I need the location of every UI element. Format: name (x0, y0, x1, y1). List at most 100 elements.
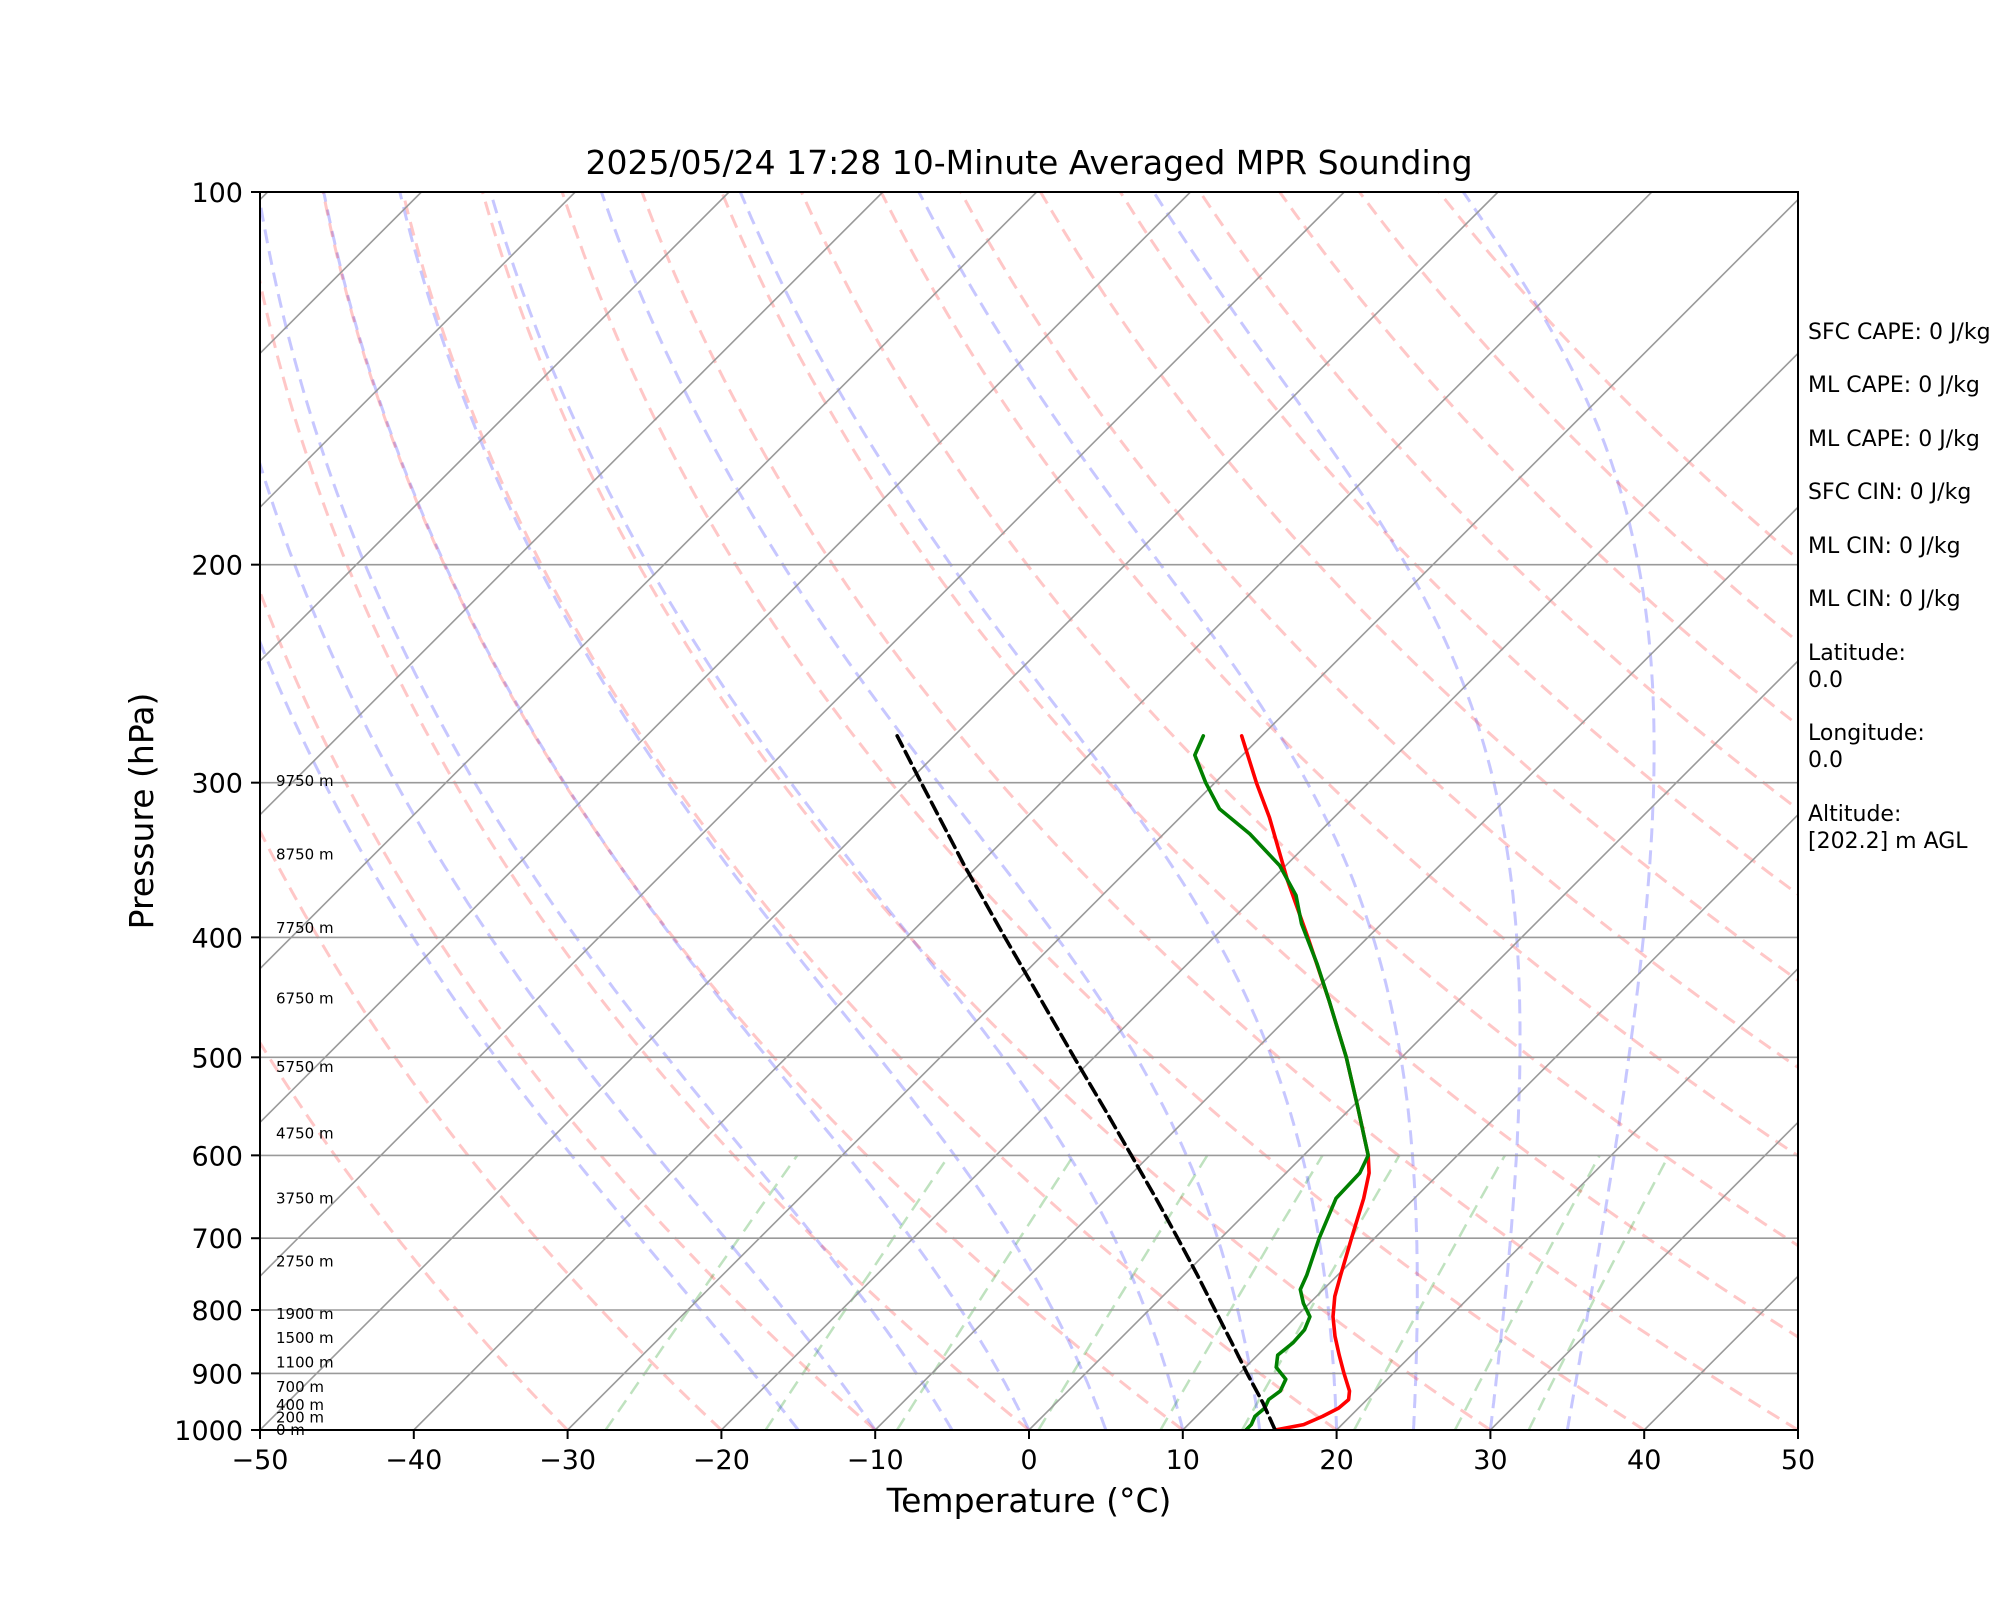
dry-adiabat (260, 274, 1030, 1430)
dry-adiabat (481, 192, 1492, 1430)
x-tick-label: 50 (1781, 1445, 1815, 1476)
dry-adiabat (720, 192, 1798, 1339)
height-label: 3750 m (276, 1189, 334, 1207)
isotherm-line (260, 192, 576, 509)
dry-adiabat (401, 192, 1338, 1430)
y-tick-label: 700 (191, 1224, 243, 1255)
parcel-profile (895, 734, 1277, 1430)
moist-adiabat (322, 192, 1031, 1430)
mixing-ratio-line (1527, 1154, 1670, 1430)
altitude-label: Altitude: (1808, 802, 1901, 827)
latitude-label: Latitude: (1808, 641, 1906, 666)
x-tick-label: −10 (847, 1445, 904, 1476)
y-tick-label: 300 (191, 769, 243, 800)
longitude-value: 0.0 (1808, 748, 1843, 773)
moist-adiabat (917, 192, 1419, 1430)
x-tick-label: −40 (385, 1445, 442, 1476)
dry-adiabat (260, 1039, 569, 1430)
isotherm-line (260, 192, 1345, 1278)
plot-area (260, 192, 1798, 1430)
x-tick-label: −30 (539, 1445, 596, 1476)
ml-cin-text-2: ML CIN: 0 J/kg (1808, 587, 1961, 612)
isotherm-line (1336, 967, 1798, 1430)
moist-adiabat (489, 192, 1185, 1430)
y-tick-label: 900 (191, 1359, 243, 1390)
height-label: 8750 m (276, 846, 334, 864)
y-tick-label: 1000 (174, 1416, 243, 1447)
dry-adiabat (1198, 192, 1798, 812)
dry-adiabat (1437, 192, 1798, 562)
height-label: 700 m (276, 1378, 324, 1396)
side-panel: SFC CAPE: 0 J/kg ML CAPE: 0 J/kg ML CAPE… (1808, 320, 1991, 854)
x-tick-label: −50 (232, 1445, 289, 1476)
isobars (260, 192, 1798, 1430)
moist-adiabats (260, 192, 1656, 1430)
isotherm-line (1028, 659, 1798, 1430)
isotherm-line (260, 192, 1499, 1430)
ml-cape-text-2: ML CAPE: 0 J/kg (1808, 427, 1980, 452)
isotherm-line (874, 506, 1798, 1430)
x-tick-label: 0 (1020, 1445, 1037, 1476)
y-tick-label: 200 (191, 551, 243, 582)
series-lines (895, 734, 1371, 1430)
moist-adiabat (260, 638, 800, 1430)
longitude-label: Longitude: (1808, 721, 1925, 746)
ml-cin-text: ML CIN: 0 J/kg (1808, 534, 1961, 559)
height-label: 9750 m (276, 772, 334, 790)
isotherm-line (413, 192, 1653, 1430)
y-axis-label: Pressure (hPa) (122, 693, 161, 930)
height-label: 4750 m (276, 1124, 334, 1142)
y-tick-label: 400 (191, 923, 243, 954)
x-tick-label: −20 (693, 1445, 750, 1476)
isotherm-line (1489, 1121, 1798, 1430)
height-label: 7750 m (276, 919, 334, 937)
dry-adiabat (1039, 192, 1798, 983)
dry-adiabat (800, 192, 1798, 1248)
y-tick-label: 500 (191, 1043, 243, 1074)
isotherm-line (260, 192, 1038, 970)
isotherm-line (1182, 813, 1798, 1430)
ml-cape-text: ML CAPE: 0 J/kg (1808, 373, 1980, 398)
x-tick-label: 10 (1166, 1445, 1200, 1476)
dry-adiabat (321, 192, 1184, 1430)
dewpoint-profile (1193, 734, 1370, 1430)
mixing-ratio-line (604, 1154, 799, 1430)
height-label: 2750 m (276, 1253, 334, 1271)
dry-adiabat (959, 192, 1798, 1070)
moist-adiabat (599, 192, 1262, 1430)
isotherm-line (260, 192, 1191, 1124)
chart-title: 2025/05/24 17:28 10-Minute Averaged MPR … (585, 143, 1472, 182)
x-tick-label: 40 (1627, 1445, 1661, 1476)
x-axis: −50 −40 −30 −20 −10 0 10 20 30 40 50 (232, 1430, 1815, 1476)
height-label: 1100 m (276, 1354, 334, 1372)
isotherms (260, 192, 1798, 1430)
isotherm-line (260, 192, 730, 663)
x-tick-label: 20 (1319, 1445, 1353, 1476)
dry-adiabats (260, 192, 1798, 1430)
height-label: 1900 m (276, 1305, 334, 1323)
mixing-ratio-line (1037, 1154, 1209, 1430)
moist-adiabat (738, 192, 1339, 1430)
latitude-value: 0.0 (1808, 668, 1843, 693)
sfc-cape-text: SFC CAPE: 0 J/kg (1808, 320, 1991, 345)
altitude-value: [202.2] m AGL (1808, 829, 1968, 854)
moist-adiabat (398, 192, 1108, 1430)
x-tick-label: 30 (1473, 1445, 1507, 1476)
mixing-ratio-line (1453, 1154, 1601, 1430)
height-label: 400 m (276, 1396, 324, 1414)
mixing-ratio-lines (604, 1154, 1670, 1430)
height-label: 1500 m (276, 1329, 334, 1347)
height-label: 200 m (276, 1409, 324, 1427)
y-tick-label: 800 (191, 1296, 243, 1327)
y-axis: 100 200 300 400 500 600 700 800 900 1000 (174, 178, 260, 1447)
moist-adiabat (260, 193, 954, 1430)
isotherm-line (567, 198, 1798, 1430)
isotherm-line (720, 352, 1798, 1430)
dry-adiabat (260, 587, 877, 1430)
y-tick-label: 100 (191, 178, 243, 209)
dry-adiabat (640, 192, 1798, 1430)
